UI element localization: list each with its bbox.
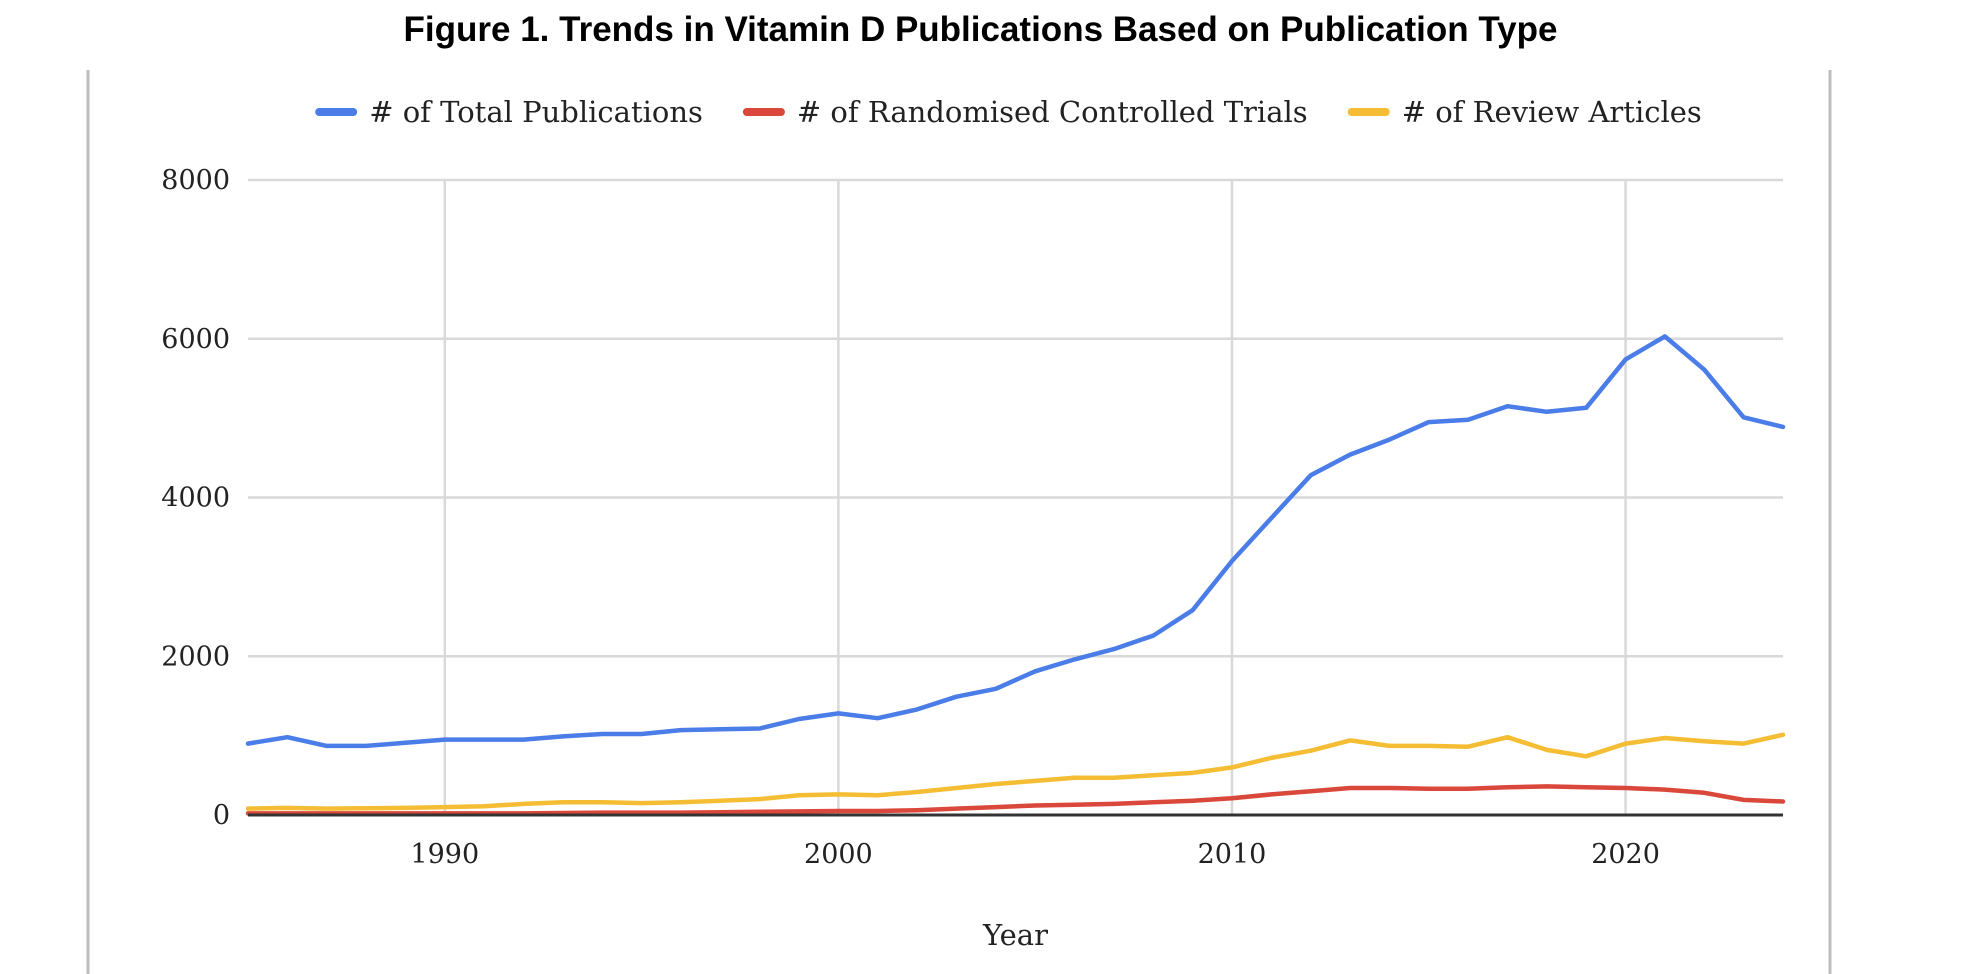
y-tick-label: 6000 [161, 324, 230, 355]
y-tick-label: 0 [213, 800, 230, 831]
y-tick-label: 2000 [161, 641, 230, 672]
series-line-1 [245, 784, 1786, 816]
legend-item-0: # of Total Publications [315, 95, 703, 129]
y-tick-label: 8000 [161, 165, 230, 196]
x-tick-label: 2000 [804, 839, 873, 870]
chart-legend: # of Total Publications # of Randomised C… [315, 95, 1702, 129]
legend-label: # of Review Articles [1402, 95, 1702, 129]
legend-item-1: # of Randomised Controlled Trials [742, 95, 1308, 129]
y-tick-label: 4000 [161, 483, 230, 514]
x-tick-label: 1990 [410, 839, 479, 870]
figure-title: Figure 1. Trends in Vitamin D Publicatio… [403, 10, 1558, 49]
legend-label: # of Randomised Controlled Trials [797, 95, 1308, 129]
series-line-2 [245, 732, 1786, 811]
legend-label: # of Total Publications [369, 95, 703, 129]
series-line-0 [245, 334, 1786, 749]
x-tick-label: 2020 [1591, 839, 1660, 870]
chart-grid [248, 178, 1783, 815]
chart-axes: 0 2000 4000 6000 8000 1990 2000 2010 2020 Year [161, 165, 1783, 952]
x-axis-title: Year [982, 918, 1048, 952]
chart-frame [86, 70, 1832, 974]
chart-series [245, 334, 1786, 816]
legend-item-2: # of Review Articles [1347, 95, 1702, 129]
x-tick-label: 2010 [1198, 839, 1267, 870]
